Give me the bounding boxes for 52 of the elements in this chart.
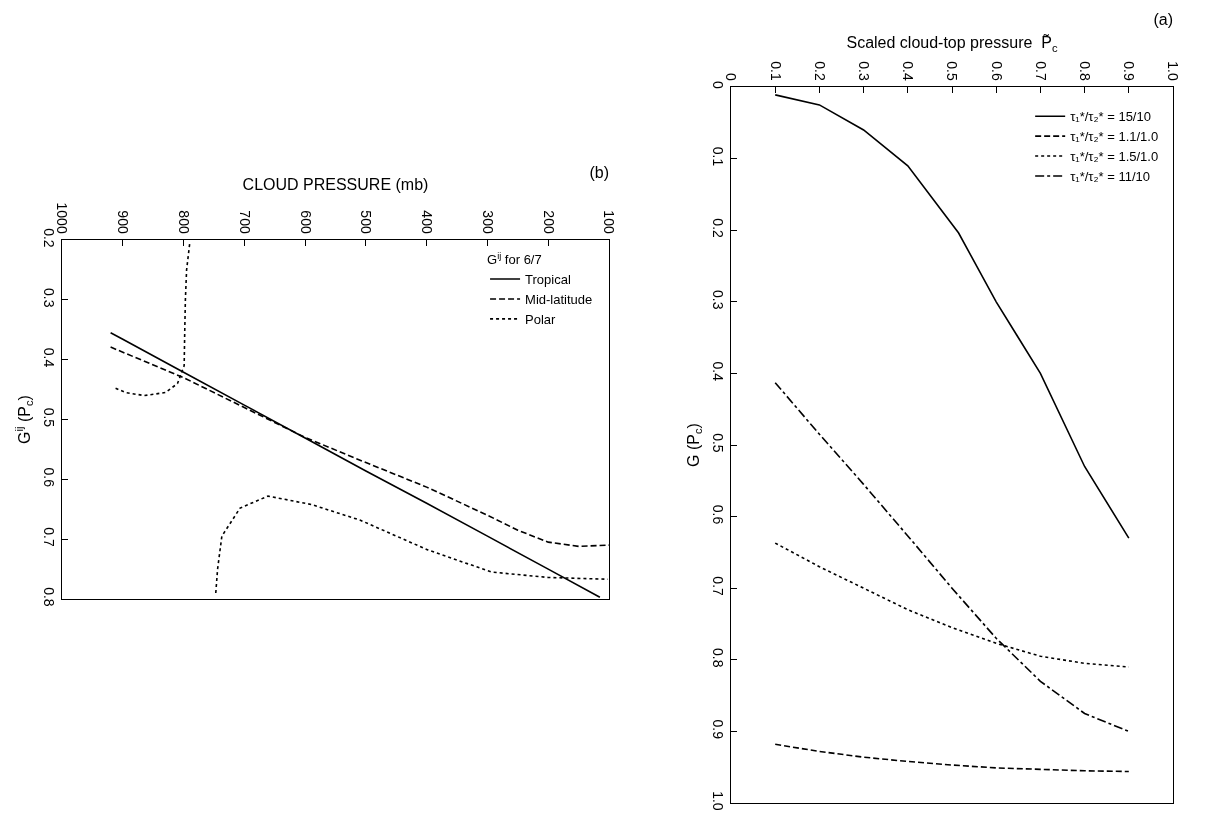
chart-title: (a) [1153,11,1173,28]
y-tick-label: 0.8 [40,587,57,607]
line-series [774,743,1130,773]
y-tick-label: 0.4 [40,347,57,368]
x-tick-label: 400 [419,210,436,234]
x-tick-label: 1.0 [1165,61,1182,81]
legend-label: Polar [525,311,557,327]
y-tick-label: 0.7 [40,527,57,548]
x-tick-label: 0.8 [1077,61,1094,81]
legend-label: τ₁*/τ₂* = 1.5/1.0 [1070,149,1159,165]
x-tick-label: 200 [540,210,557,234]
x-tick-label: 0.6 [988,61,1005,81]
y-tick-label: 0.3 [709,289,726,310]
y-tick-label: 0.2 [40,228,57,248]
y-tick-label: 0.7 [709,576,726,597]
x-tick-label: 300 [479,210,496,234]
y-tick-label: 0.6 [709,504,726,525]
y-tick-label: 0.8 [709,647,726,668]
x-tick-label: 0.2 [811,61,828,81]
y-tick-label: 0.5 [709,433,726,453]
y-tick-label: 0.1 [709,146,726,167]
y-tick-label: 0.6 [40,467,57,488]
x-tick-label: 900 [115,210,132,234]
chart-title: (b) [589,164,609,181]
x-tick-label: 1000 [54,202,71,234]
y-tick-label: 0 [709,81,726,89]
legend-title: G$^{ij}$ for 6/7 [487,250,542,268]
x-tick-label: 0.4 [900,61,917,81]
y-tick-label: 0.9 [709,719,726,740]
x-tick-label: 0.7 [1032,61,1049,81]
legend-label: Tropical [525,272,571,288]
legend-label: τ₁*/τ₂* = 1.1/1.0 [1070,129,1159,145]
y-tick-label: 0.4 [709,361,726,382]
x-tick-label: 0.5 [944,61,961,81]
y-tick-label: 1.0 [709,791,726,811]
x-tick-label: 500 [358,210,375,234]
x-tick-label: 0.9 [1121,61,1138,81]
x-axis-title: Scaled cloud-top pressure P̃$_{c}$ [846,32,1058,54]
x-tick-label: 0.3 [856,61,873,81]
x-axis-title: CLOUD PRESSURE (mb) [242,175,429,193]
x-tick-label: 100 [601,210,618,234]
x-tick-label: 0.1 [767,61,784,81]
x-tick-label: 700 [236,210,253,234]
y-tick-label: 0.3 [40,288,57,308]
x-tick-label: 0 [723,72,740,81]
legend-label: τ₁*/τ₂* = 15/10 [1070,109,1151,125]
x-tick-label: 600 [297,210,314,234]
legend-label: τ₁*/τ₂* = 11/10 [1070,169,1150,185]
y-tick-label: 0.5 [40,407,57,428]
legend-label: Mid-latitude [525,292,593,307]
line-series [774,381,1130,733]
x-tick-label: 800 [176,210,193,234]
